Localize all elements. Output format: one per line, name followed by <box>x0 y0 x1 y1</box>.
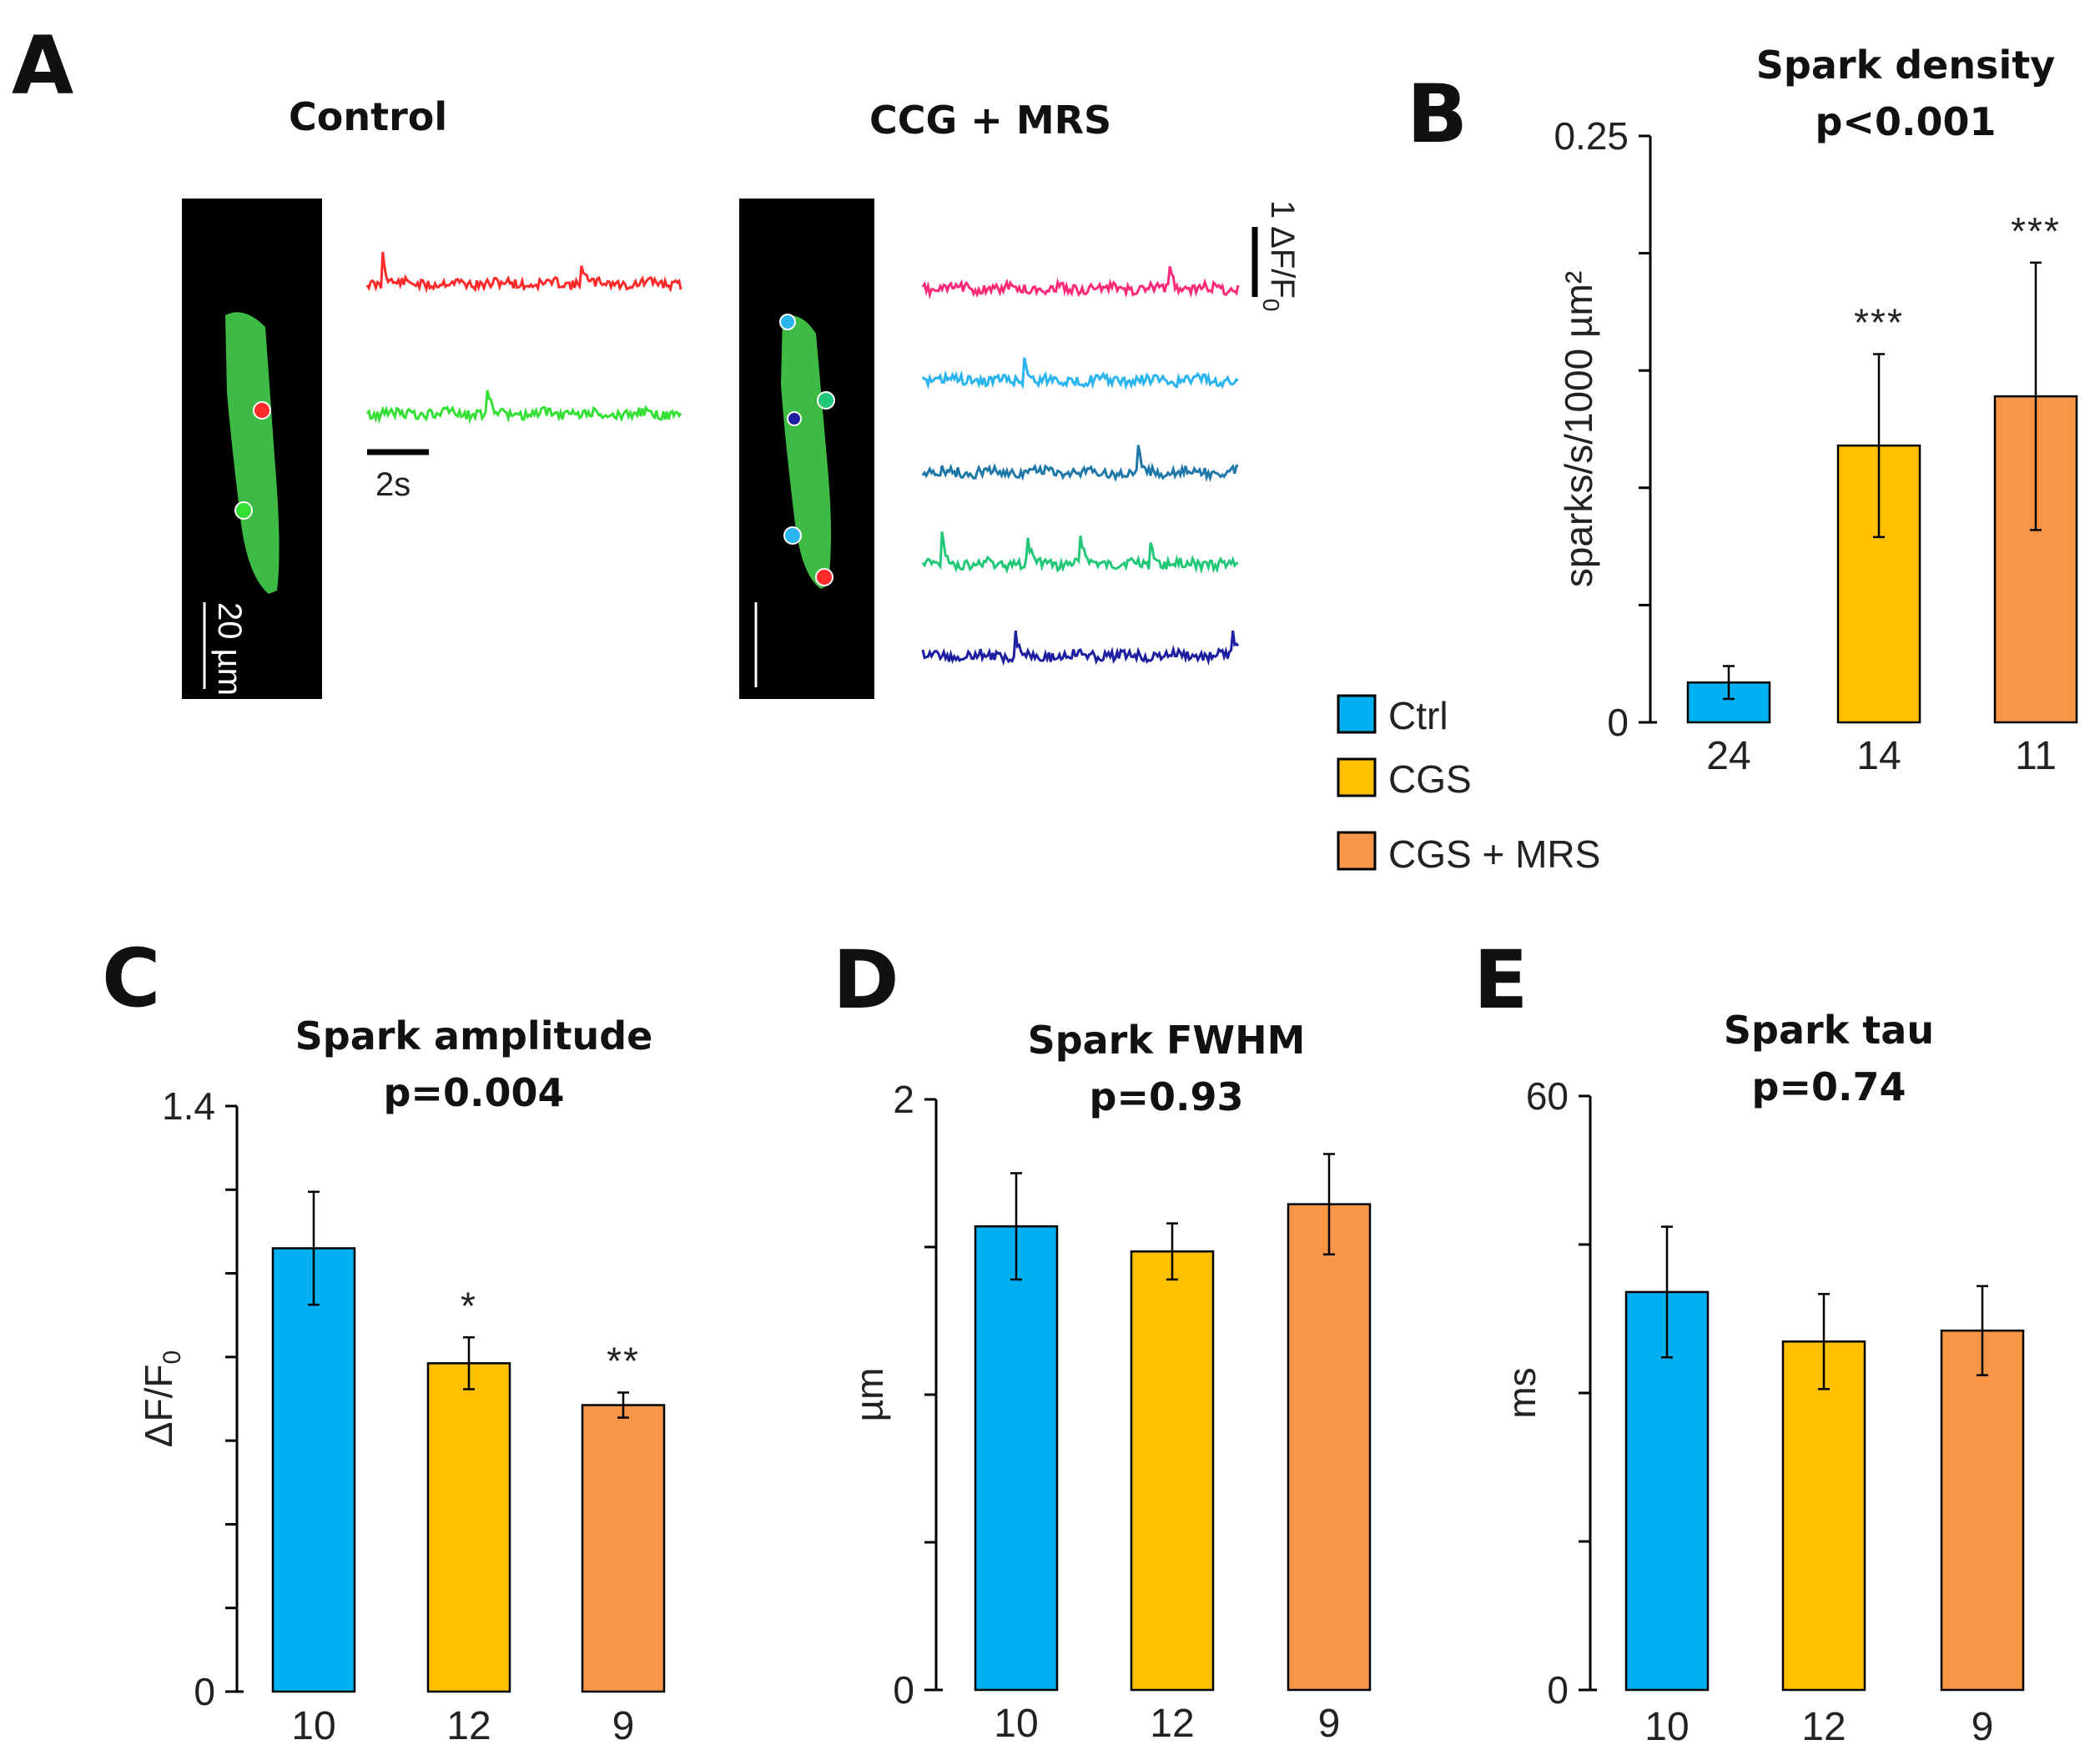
chart-c-count-3: 9 <box>612 1704 635 1748</box>
ccg-trace-2 <box>921 357 1239 390</box>
chart-b-significance-2: *** <box>1854 301 1904 344</box>
ccg-trace-4 <box>921 531 1239 575</box>
chart-c-count-1: 10 <box>291 1704 335 1748</box>
control-traces <box>365 251 682 425</box>
chart-c-ylabel: ΔF/F0 <box>137 1350 186 1447</box>
legend-label-cgs: CGS <box>1388 757 1472 801</box>
chart-d-ylabel: µm <box>848 1368 891 1422</box>
control-cardiomyocyte <box>225 312 279 594</box>
chart-b-significance-3: *** <box>2011 209 2061 253</box>
chart-c-count-2: 12 <box>446 1704 491 1748</box>
chart-e-title: Spark tau <box>1724 1008 1934 1053</box>
panel-a-letter: A <box>12 19 73 113</box>
chart-d-ylabel-text: µm <box>848 1368 891 1422</box>
amplitude-scale-label: 1 ΔF/F0 <box>1258 200 1301 311</box>
ccg-roi-3 <box>787 411 802 426</box>
ccg-roi-4 <box>783 526 802 545</box>
panel-a: A Control CCG + MRS 20 µm 2s <box>12 19 1301 699</box>
chart-c-significance-2: * <box>461 1284 477 1327</box>
legend-swatch-cgs-mrs <box>1337 831 1377 871</box>
chart-spark-fwhm: Spark FWHM p=0.93 2 0 µm 10 12 9 <box>848 1018 1372 1746</box>
control-label: Control <box>289 94 447 139</box>
chart-e-count-2: 12 <box>1801 1705 1846 1749</box>
length-scale-label: 20 µm <box>211 602 248 696</box>
chart-e-count-3: 9 <box>1972 1705 1994 1749</box>
chart-e-ylabel-text: ms <box>1500 1367 1544 1418</box>
ccg-trace-3 <box>921 445 1238 483</box>
chart-d-tick-label: 2 <box>893 1078 914 1121</box>
chart-c-significance-3: ** <box>607 1339 640 1382</box>
chart-b-count-2: 14 <box>1856 734 1901 778</box>
chart-b-count-3: 11 <box>2015 734 2057 778</box>
chart-d-count-3: 9 <box>1318 1702 1341 1746</box>
chart-d-bar-1 <box>974 1224 1059 1692</box>
chart-e-tick-label: 0 <box>1547 1668 1569 1712</box>
chart-c-bar-1 <box>271 1247 356 1693</box>
chart-c-bar-3 <box>581 1404 666 1693</box>
panel-b-letter: B <box>1407 68 1468 161</box>
ccg-roi-2 <box>817 391 835 410</box>
legend-label-ctrl: Ctrl <box>1388 694 1448 737</box>
chart-e-ylabel: ms <box>1500 1367 1544 1418</box>
chart-c-subtitle: p=0.004 <box>384 1070 565 1115</box>
chart-c-title: Spark amplitude <box>295 1013 653 1059</box>
chart-d-bar-3 <box>1287 1203 1372 1692</box>
chart-spark-tau: Spark tau p=0.74 60 0 ms 10 12 9 <box>1500 1008 2025 1749</box>
chart-d-count-1: 10 <box>994 1702 1038 1746</box>
chart-c-ylabel-text: ΔF/F <box>137 1364 180 1447</box>
chart-d-title: Spark FWHM <box>1028 1018 1306 1063</box>
time-scale-label: 2s <box>375 466 410 503</box>
chart-b-ylabel-text: sparks/s/1000 µm² <box>1557 271 1600 587</box>
control-trace-2 <box>365 390 682 425</box>
chart-e-subtitle: p=0.74 <box>1752 1064 1906 1109</box>
chart-b-ylabel: sparks/s/1000 µm² <box>1557 271 1600 587</box>
ccg-trace-1 <box>921 266 1240 300</box>
chart-e-tick-label: 60 <box>1526 1074 1569 1118</box>
control-roi-green <box>234 501 253 520</box>
chart-spark-density: Spark density p<0.001 0.25 0 sparks/s/1000 µ… <box>1554 43 2078 778</box>
legend: Ctrl CGS CGS + MRS <box>1337 694 1600 876</box>
amplitude-scale-sub: 0 <box>1258 299 1284 312</box>
chart-b-title: Spark density <box>1756 43 2055 88</box>
ccg-roi-1 <box>779 314 796 330</box>
chart-e-count-1: 10 <box>1644 1705 1689 1749</box>
ccg-roi-5 <box>815 568 833 586</box>
chart-b-count-1: 24 <box>1706 734 1750 778</box>
chart-c-tick-label: 1.4 <box>162 1084 215 1128</box>
chart-b-tick-label: 0 <box>1607 701 1629 744</box>
chart-d-subtitle: p=0.93 <box>1090 1074 1244 1119</box>
ccg-cell-image <box>739 199 874 699</box>
chart-d-count-2: 12 <box>1150 1702 1194 1746</box>
chart-d-bar-2 <box>1130 1250 1215 1692</box>
ccg-trace-5 <box>921 630 1240 666</box>
panel-e-letter: E <box>1473 933 1528 1027</box>
ccg-label: CCG + MRS <box>869 98 1111 143</box>
legend-label-cgs-mrs: CGS + MRS <box>1388 832 1600 876</box>
ccg-cardiomyocyte <box>781 315 831 589</box>
chart-b-tick-label: 0.25 <box>1554 114 1629 158</box>
chart-c-ylabel-sub: 0 <box>159 1350 186 1365</box>
ccg-traces <box>921 266 1240 666</box>
panel-d-letter: D <box>833 933 899 1027</box>
legend-swatch-cgs <box>1337 757 1377 797</box>
chart-c-bar-2 <box>426 1362 511 1693</box>
chart-c-tick-label: 0 <box>194 1670 215 1713</box>
chart-e-bar-2 <box>1781 1340 1866 1692</box>
chart-d-tick-label: 0 <box>893 1668 914 1712</box>
chart-b-subtitle: p<0.001 <box>1815 99 1997 144</box>
chart-e-bar-3 <box>1940 1329 2025 1692</box>
panel-c-letter: C <box>102 932 160 1025</box>
control-trace-1 <box>365 251 682 294</box>
amplitude-scale-text: 1 ΔF/F <box>1264 200 1301 299</box>
control-cell-image: 20 µm <box>182 199 322 699</box>
control-roi-red <box>253 401 271 420</box>
legend-swatch-ctrl <box>1337 694 1377 734</box>
